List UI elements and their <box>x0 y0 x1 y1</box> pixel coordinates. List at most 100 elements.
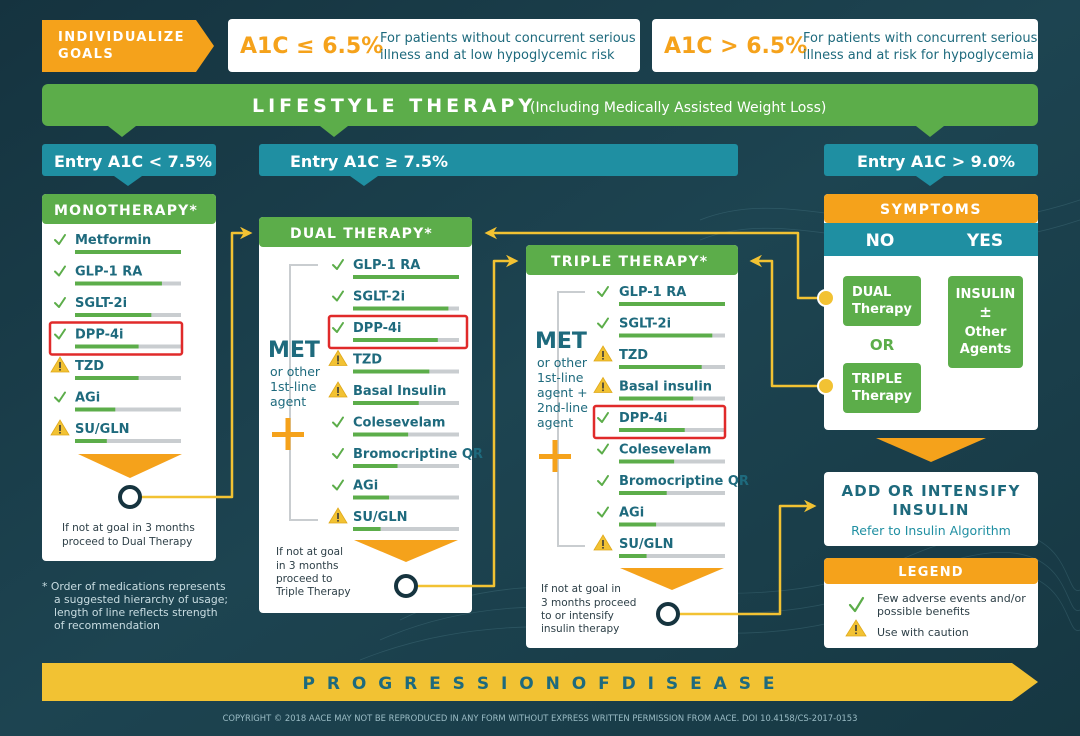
goal-low-desc-1: For patients without concurrent serious <box>380 31 636 46</box>
strength-bar <box>353 275 459 279</box>
mono-drug-tzd: TZD <box>50 356 181 380</box>
check-icon <box>332 259 344 270</box>
strength-bar-track <box>619 554 725 558</box>
drug-name: SGLT-2i <box>619 317 671 332</box>
triple-met-desc-4: 2nd-line <box>537 400 588 415</box>
symptoms-insulin-button[interactable]: INSULIN ± Other Agents <box>948 276 1023 368</box>
goal-low-desc-2: illness and at low hypoglycemic risk <box>380 48 615 63</box>
triple-drug-dpp-4i: DPP-4i <box>592 404 727 440</box>
symptoms-triple-therapy-button[interactable]: TRIPLE Therapy <box>843 363 921 413</box>
legend-check-icon <box>848 596 865 613</box>
dual-connector-node <box>394 574 418 598</box>
mono-drug-metformin: Metformin <box>54 233 181 254</box>
triple-met-desc-2: 1st-line <box>537 370 584 385</box>
check-icon <box>597 443 609 455</box>
caution-icon <box>328 381 348 398</box>
drug-name: Colesevelam <box>353 416 445 431</box>
strength-bar <box>75 439 107 443</box>
dual-drug-tzd: TZD <box>328 349 459 374</box>
triple-therapy-title: TRIPLE THERAPY* <box>551 254 708 270</box>
drug-name: TZD <box>353 353 382 368</box>
mono-drug-sglt-2i: SGLT-2i <box>54 296 181 317</box>
progression-of-disease-arrow: P R O G R E S S I O N O F D I S E A S E <box>42 663 1038 701</box>
check-icon <box>332 479 344 491</box>
progression-label: P R O G R E S S I O N O F D I S E A S E <box>303 674 778 694</box>
symptoms-dual-node <box>817 289 835 307</box>
individualize-goals-arrow <box>42 20 214 72</box>
mono-drug-agi: AGi <box>54 391 181 412</box>
dual-therapy-title: DUAL THERAPY* <box>290 226 433 242</box>
triple-plus-icon <box>539 440 571 472</box>
drug-name: SGLT-2i <box>353 290 405 305</box>
drug-name: Basal Insulin <box>353 384 446 399</box>
symptoms-no: NO <box>866 231 895 251</box>
dual-drug-su-gln: SU/GLN <box>328 507 459 531</box>
strength-bar <box>75 281 162 286</box>
strength-bar <box>75 407 116 412</box>
highlight-box <box>592 404 727 440</box>
goal-high-box: A1C > 6.5% For patients with concurrent … <box>652 19 1038 72</box>
dual-drug-agi: AGi <box>332 479 459 500</box>
triple-connector-node <box>656 602 680 626</box>
strength-bar <box>353 338 438 342</box>
symptoms-yes: YES <box>966 231 1003 251</box>
triple-down-arrow <box>620 568 724 590</box>
dual-therapy-panel: DUAL THERAPY* MET or other 1st-line agen… <box>259 217 483 613</box>
triple-bracket <box>557 291 585 547</box>
symptoms-to-dual-arrow <box>484 226 826 300</box>
lifestyle-title: LIFESTYLE THERAPY <box>252 95 536 117</box>
strength-bar <box>619 333 713 338</box>
check-icon <box>54 265 66 277</box>
drug-name: AGi <box>619 506 644 521</box>
individualize-goals-banner: INDIVIDUALIZE GOALS <box>42 20 214 72</box>
monotherapy-drug-list: Metformin GLP-1 RA SGLT-2i DPP-4i TZD AGi SU/G… <box>48 233 184 443</box>
goal-high-value: A1C > 6.5% <box>664 34 807 59</box>
triple-note-3: to or intensify <box>541 610 614 622</box>
symptoms-dual-therapy-button[interactable]: DUAL Therapy <box>843 276 921 326</box>
drug-name: Bromocriptine QR <box>353 447 483 462</box>
triple-note-2: 3 months proceed <box>541 597 636 609</box>
drug-name: DPP-4i <box>75 328 124 343</box>
insulin-title-2: INSULIN <box>892 501 969 519</box>
check-icon <box>332 290 344 302</box>
dual-drug-basal-insulin: Basal Insulin <box>328 381 459 405</box>
symptoms-triple-line-1: TRIPLE <box>852 372 902 387</box>
strength-bar <box>619 302 725 306</box>
check-icon <box>54 297 66 308</box>
symptoms-triple-line-2: Therapy <box>852 389 912 404</box>
copyright-text: COPYRIGHT © 2018 AACE MAY NOT BE REPRODU… <box>223 713 858 723</box>
entry-low-label: Entry A1C < 7.5% <box>54 152 212 171</box>
drug-name: AGi <box>353 479 378 494</box>
monotherapy-note-2: proceed to Dual Therapy <box>62 536 192 548</box>
mono-drug-glp-1-ra: GLP-1 RA <box>54 265 181 286</box>
drug-name: SGLT-2i <box>75 296 127 311</box>
footnote-line-4: of recommendation <box>54 619 160 632</box>
dual-drug-sglt-2i: SGLT-2i <box>332 290 459 311</box>
dual-to-triple-arrow <box>414 254 519 588</box>
drug-name: TZD <box>619 348 648 363</box>
check-icon <box>597 412 609 423</box>
strength-bar <box>75 376 139 380</box>
strength-bar <box>75 250 181 254</box>
strength-bar-track <box>619 491 725 495</box>
strength-bar-track <box>353 527 459 531</box>
monotherapy-panel: MONOTHERAPY* Metformin GLP-1 RA SGLT-2i DPP… <box>42 194 216 561</box>
strength-bar <box>353 369 430 374</box>
check-icon <box>54 391 66 403</box>
drug-name: SU/GLN <box>75 422 130 437</box>
legend-caution-text: Use with caution <box>877 626 969 639</box>
add-intensify-insulin-box[interactable]: ADD OR INTENSIFY INSULIN Refer to Insuli… <box>824 472 1038 546</box>
drug-name: Bromocriptine QR <box>619 474 749 489</box>
triple-therapy-panel: TRIPLE THERAPY* MET or other 1st-line ag… <box>526 245 749 648</box>
triple-met-desc-3: agent + <box>537 385 588 400</box>
triple-drug-tzd: TZD <box>593 345 725 369</box>
strength-bar <box>619 428 685 432</box>
insulin-btn-line-1: INSULIN <box>956 287 1016 302</box>
strength-bar <box>353 306 449 311</box>
legend-panel: LEGEND Few adverse events and/or possibl… <box>824 558 1038 648</box>
strength-bar-track <box>619 522 725 527</box>
strength-bar <box>353 527 381 531</box>
strength-bar-track <box>353 464 459 468</box>
legend-title: LEGEND <box>898 565 964 580</box>
